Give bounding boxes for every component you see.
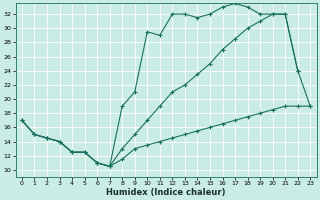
X-axis label: Humidex (Indice chaleur): Humidex (Indice chaleur) <box>106 188 226 197</box>
